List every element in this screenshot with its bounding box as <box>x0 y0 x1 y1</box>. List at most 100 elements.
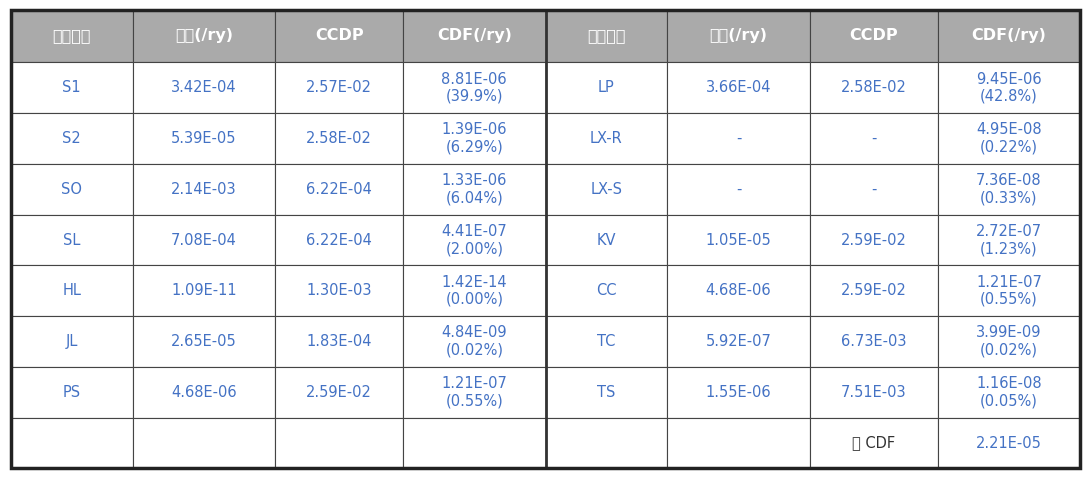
Bar <box>546 367 668 418</box>
Text: LP: LP <box>598 80 614 95</box>
Text: 4.68E-06: 4.68E-06 <box>706 283 771 298</box>
Text: 2.58E-02: 2.58E-02 <box>841 80 907 95</box>
Bar <box>11 215 133 265</box>
Bar <box>275 418 403 468</box>
Bar <box>937 316 1080 367</box>
Text: 쳑 CDF: 쳑 CDF <box>852 435 896 451</box>
Bar <box>810 62 937 113</box>
Bar <box>133 265 275 316</box>
Bar <box>275 265 403 316</box>
Bar <box>668 62 810 113</box>
Bar <box>275 367 403 418</box>
Bar <box>668 113 810 164</box>
Bar <box>546 215 668 265</box>
Text: 2.65E-05: 2.65E-05 <box>171 334 237 349</box>
Bar <box>133 113 275 164</box>
Text: 1.42E-14
(0.00%): 1.42E-14 (0.00%) <box>442 274 507 307</box>
Text: 1.33E-06
(6.04%): 1.33E-06 (6.04%) <box>442 173 507 206</box>
Bar <box>668 215 810 265</box>
Text: 7.51E-03: 7.51E-03 <box>841 385 907 400</box>
Text: TS: TS <box>597 385 615 400</box>
Bar <box>810 164 937 215</box>
Bar <box>11 62 133 113</box>
Text: 1.05E-05: 1.05E-05 <box>706 232 771 248</box>
Bar <box>11 265 133 316</box>
Text: 2.21E-05: 2.21E-05 <box>976 435 1042 451</box>
Text: 4.68E-06: 4.68E-06 <box>171 385 237 400</box>
Text: 2.72E-07
(1.23%): 2.72E-07 (1.23%) <box>975 224 1042 256</box>
Bar <box>11 113 133 164</box>
Bar <box>546 316 668 367</box>
Text: 2.58E-02: 2.58E-02 <box>307 131 372 146</box>
Bar <box>11 418 133 468</box>
Text: S1: S1 <box>62 80 81 95</box>
Bar <box>11 316 133 367</box>
Text: 1.55E-06: 1.55E-06 <box>706 385 771 400</box>
Text: -: - <box>735 131 741 146</box>
Bar <box>668 265 810 316</box>
Bar <box>937 113 1080 164</box>
Bar <box>275 164 403 215</box>
Text: 1.39E-06
(6.29%): 1.39E-06 (6.29%) <box>442 122 507 155</box>
Bar <box>403 367 546 418</box>
Bar <box>11 367 133 418</box>
Text: CDF(/ry): CDF(/ry) <box>436 29 512 43</box>
Bar <box>546 62 668 113</box>
Bar <box>403 418 546 468</box>
Bar <box>275 215 403 265</box>
Text: 2.59E-02: 2.59E-02 <box>307 385 372 400</box>
Text: TC: TC <box>597 334 615 349</box>
Bar <box>133 367 275 418</box>
Text: 1.83E-04: 1.83E-04 <box>307 334 372 349</box>
Text: LX-R: LX-R <box>590 131 623 146</box>
Bar <box>403 62 546 113</box>
Text: 9.45E-06
(42.8%): 9.45E-06 (42.8%) <box>976 72 1042 104</box>
Text: 2.59E-02: 2.59E-02 <box>841 283 907 298</box>
Text: 5.92E-07: 5.92E-07 <box>706 334 771 349</box>
Text: 3.66E-04: 3.66E-04 <box>706 80 771 95</box>
Text: KV: KV <box>597 232 616 248</box>
Text: -: - <box>871 182 876 197</box>
Bar <box>275 316 403 367</box>
Text: 6.22E-04: 6.22E-04 <box>307 182 372 197</box>
Text: 4.95E-08
(0.22%): 4.95E-08 (0.22%) <box>976 122 1042 155</box>
Text: 빈도(/ry): 빈도(/ry) <box>175 29 232 43</box>
Text: 7.36E-08
(0.33%): 7.36E-08 (0.33%) <box>976 173 1042 206</box>
Bar <box>403 164 546 215</box>
Bar <box>810 367 937 418</box>
Bar <box>810 418 937 468</box>
Text: 3.42E-04: 3.42E-04 <box>171 80 237 95</box>
Bar <box>937 215 1080 265</box>
Text: 2.57E-02: 2.57E-02 <box>307 80 372 95</box>
Bar <box>133 215 275 265</box>
Text: 초기사건: 초기사건 <box>587 29 625 43</box>
Text: JL: JL <box>65 334 77 349</box>
Bar <box>668 10 810 62</box>
Bar <box>810 10 937 62</box>
Bar <box>133 62 275 113</box>
Text: 2.59E-02: 2.59E-02 <box>841 232 907 248</box>
Bar <box>810 113 937 164</box>
Text: CCDP: CCDP <box>850 29 898 43</box>
Text: -: - <box>871 131 876 146</box>
Text: 1.16E-08
(0.05%): 1.16E-08 (0.05%) <box>976 376 1042 409</box>
Bar <box>546 10 668 62</box>
Bar <box>546 113 668 164</box>
Bar <box>810 316 937 367</box>
Text: 빈도(/ry): 빈도(/ry) <box>709 29 767 43</box>
Bar <box>403 10 546 62</box>
Text: 5.39E-05: 5.39E-05 <box>171 131 237 146</box>
Text: SO: SO <box>61 182 82 197</box>
Text: 4.41E-07
(2.00%): 4.41E-07 (2.00%) <box>442 224 507 256</box>
Text: 7.08E-04: 7.08E-04 <box>171 232 237 248</box>
Bar <box>403 316 546 367</box>
Text: 6.73E-03: 6.73E-03 <box>841 334 907 349</box>
Bar <box>668 164 810 215</box>
Text: 4.84E-09
(0.02%): 4.84E-09 (0.02%) <box>442 326 507 358</box>
Text: 초기사건: 초기사건 <box>52 29 91 43</box>
Bar <box>937 62 1080 113</box>
Text: 6.22E-04: 6.22E-04 <box>307 232 372 248</box>
Bar <box>937 367 1080 418</box>
Bar <box>133 418 275 468</box>
Bar <box>546 164 668 215</box>
